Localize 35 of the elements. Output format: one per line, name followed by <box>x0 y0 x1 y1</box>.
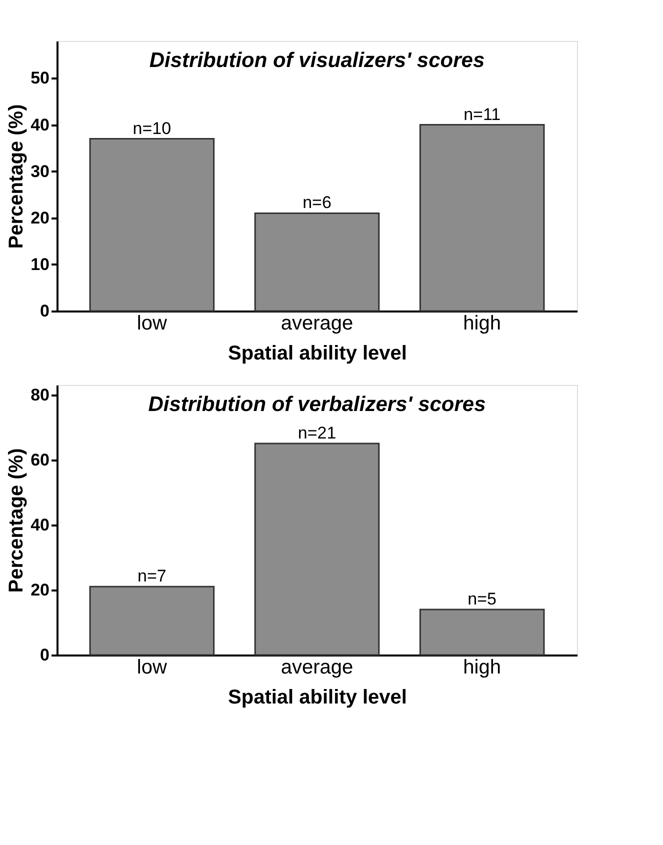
annotation: n=21 <box>298 424 336 443</box>
y-tick-label: 50 <box>30 68 50 88</box>
y-tick-label: 40 <box>30 115 50 134</box>
bar <box>89 138 215 312</box>
x-tick-label: high <box>463 312 501 334</box>
x-tick-label: average <box>280 656 354 678</box>
x-tick-label: average <box>280 312 354 334</box>
y-tick-label: 20 <box>30 580 50 600</box>
bar <box>419 124 545 312</box>
annotation: n=5 <box>468 589 496 608</box>
bar <box>89 586 215 656</box>
y-tick-label: 10 <box>30 254 50 274</box>
chart-title: Distribution of verbalizers' scores <box>148 393 486 416</box>
y-tick-label: 0 <box>40 302 50 320</box>
y-tick-label: 80 <box>30 385 50 404</box>
y-tick-label: 0 <box>40 646 50 664</box>
annotation: n=11 <box>464 104 501 124</box>
chart-title: Distribution of visualizers' scores <box>149 49 485 72</box>
y-tick-label: 30 <box>30 162 50 181</box>
y-axis-title: Percentage (%) <box>6 448 28 593</box>
bar <box>419 608 545 656</box>
x-tick-label: low <box>136 656 168 678</box>
annotation: n=7 <box>138 566 166 586</box>
y-tick-label: 20 <box>30 208 50 228</box>
bar <box>254 212 380 312</box>
bar <box>254 442 380 656</box>
y-tick-label: 40 <box>30 515 50 534</box>
annotation: n=10 <box>132 118 172 138</box>
y-axis-title: Percentage (%) <box>6 104 28 249</box>
x-axis-title: Spatial ability level <box>228 686 407 708</box>
y-tick-label: 60 <box>30 450 50 470</box>
x-axis-title: Spatial ability level <box>228 342 407 364</box>
x-tick-label: high <box>463 656 501 678</box>
annotation: n=6 <box>302 193 332 212</box>
x-tick-label: low <box>136 312 168 334</box>
